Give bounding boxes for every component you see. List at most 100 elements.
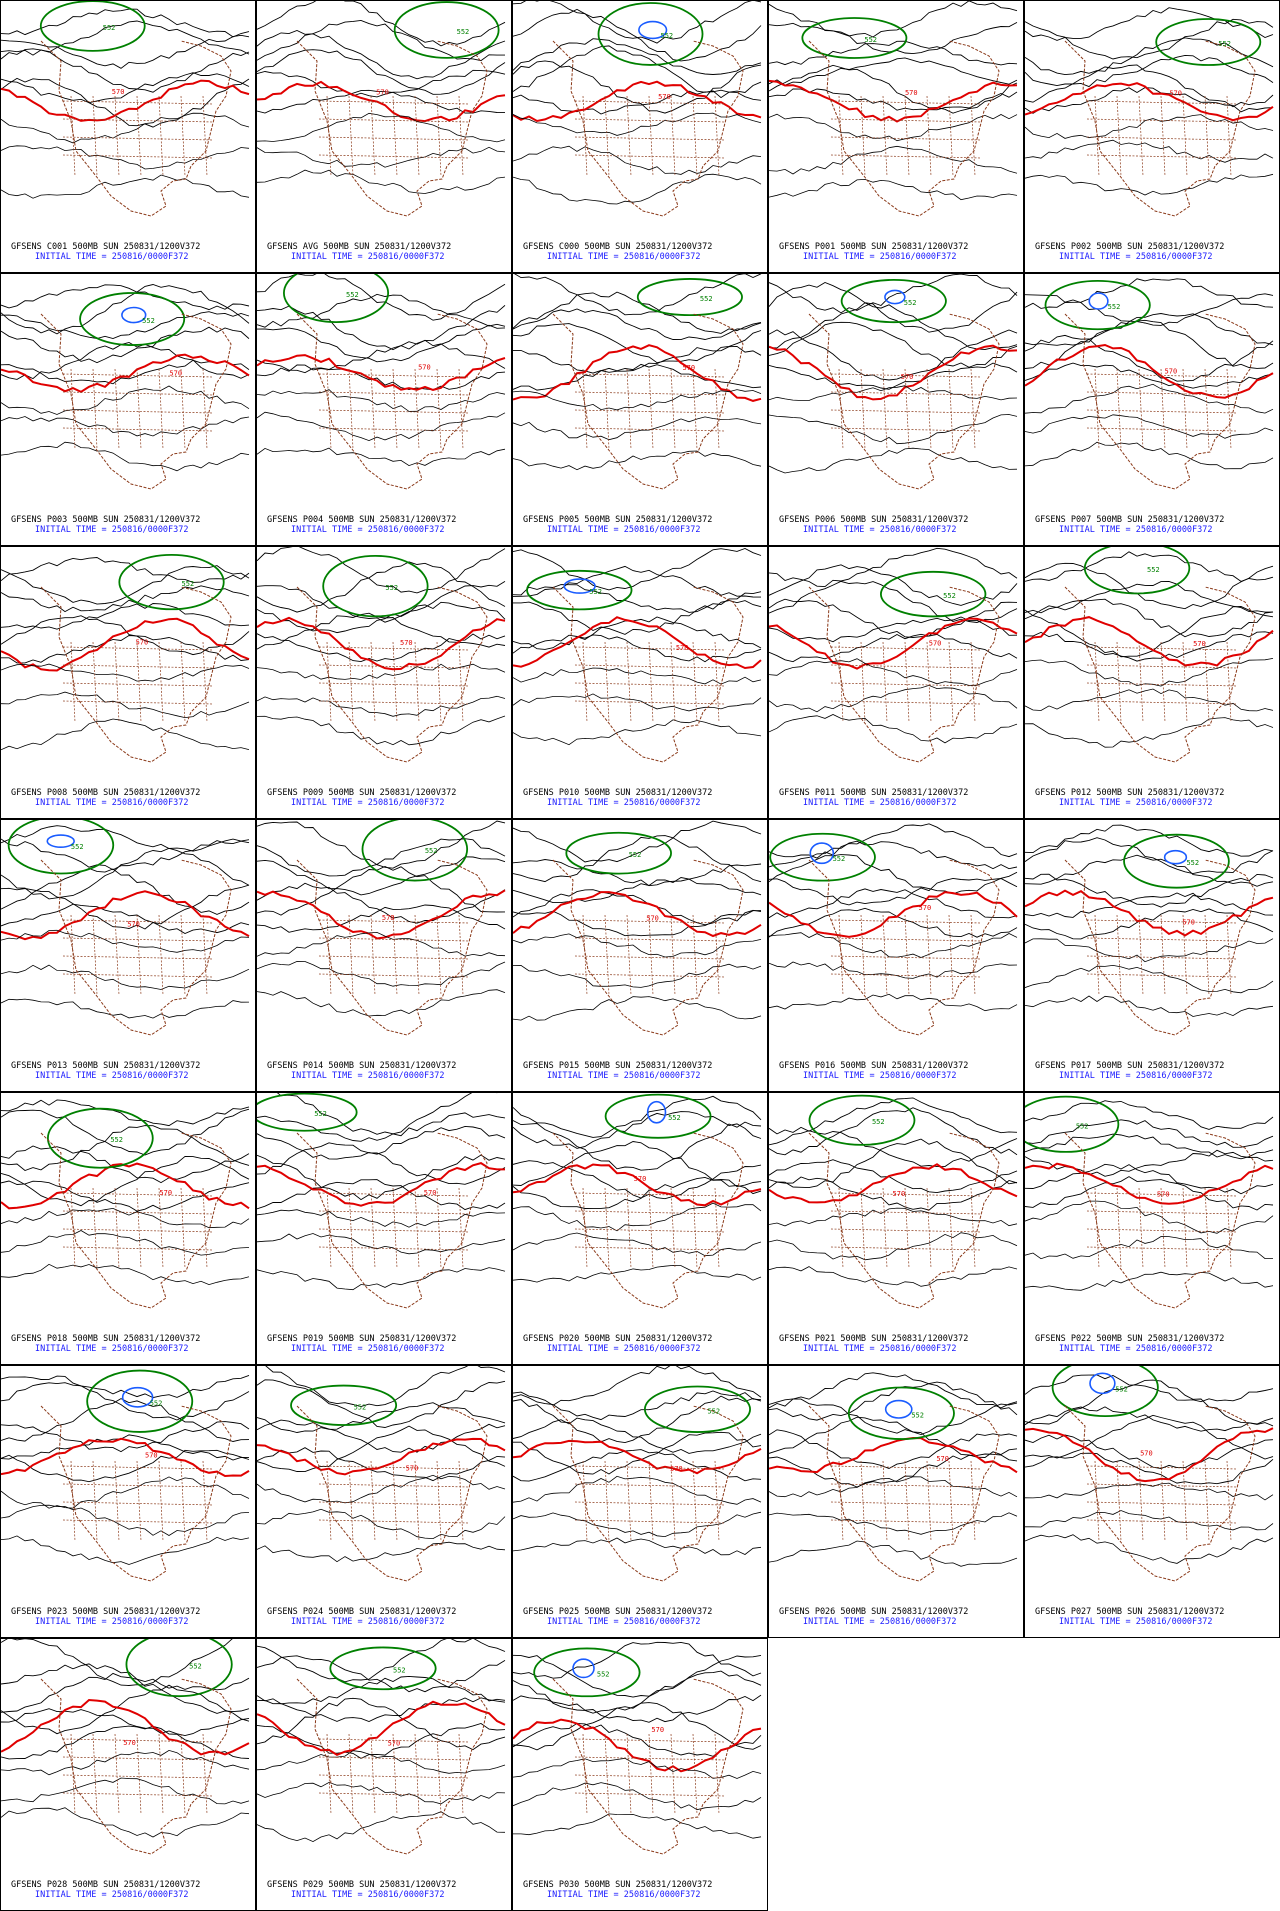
height-contour — [257, 305, 506, 351]
height-contour — [1, 1684, 250, 1735]
contour-570 — [1025, 616, 1274, 667]
contour-570 — [513, 1439, 762, 1475]
contour-552 — [880, 570, 987, 618]
contour-552 — [769, 832, 876, 882]
height-contour — [257, 695, 506, 717]
height-contour — [769, 145, 1018, 175]
contour-552 — [847, 1386, 955, 1440]
state-borders — [574, 95, 726, 177]
height-contour — [769, 321, 1018, 368]
map-panel-p015: 570 552 GFSENS P015 500MB SUN 250831/1200V… — [512, 819, 768, 1092]
height-contour — [257, 112, 506, 143]
state-borders — [318, 368, 470, 450]
height-contour — [1, 1777, 250, 1805]
height-contour — [513, 1722, 762, 1757]
coastline — [808, 313, 1000, 490]
height-contour — [513, 1813, 762, 1839]
height-contour — [1025, 1149, 1274, 1177]
contour-label-570: 570 — [145, 1452, 158, 1460]
panel-initial-time: INITIAL TIME = 250816/0000F372 — [803, 525, 957, 535]
contour-map: 570 552 — [1, 284, 250, 490]
height-contour — [769, 1, 1018, 38]
panel-caption: GFSENS P006 500MB SUN 250831/1200V372 — [779, 515, 969, 525]
coastline — [40, 1678, 232, 1855]
map-panel-c000: 570 552 GFSENS C000 500MB SUN 250831/1200V… — [512, 0, 768, 273]
height-contour — [769, 329, 1018, 381]
contour-map: 570 552 — [1025, 1095, 1274, 1309]
height-contour — [257, 1675, 506, 1705]
height-contour — [1025, 995, 1274, 1017]
coastline — [808, 1405, 1000, 1582]
contour-570 — [1, 1698, 250, 1756]
height-contour — [257, 1697, 506, 1722]
panel-initial-time: INITIAL TIME = 250816/0000F372 — [1059, 1071, 1213, 1081]
height-contour — [513, 308, 762, 341]
height-contour — [513, 89, 762, 115]
height-contour — [769, 178, 1018, 201]
coastline — [40, 313, 232, 490]
height-contour — [257, 146, 506, 168]
contour-552 — [526, 569, 633, 611]
panel-initial-time: INITIAL TIME = 250816/0000F372 — [291, 252, 445, 262]
contour-570 — [1, 1437, 250, 1478]
map-panel-p010: 570 552 GFSENS P010 500MB SUN 250831/1200V… — [512, 546, 768, 819]
contour-label-570: 570 — [1157, 1191, 1170, 1199]
coastline — [552, 313, 744, 490]
height-contour — [769, 22, 1018, 55]
contour-552 — [533, 1647, 641, 1698]
coastline — [1064, 859, 1256, 1036]
height-contour — [1, 635, 250, 664]
height-contour — [769, 274, 1018, 314]
height-contour — [1, 691, 250, 719]
height-contour — [1025, 114, 1274, 139]
panel-caption: GFSENS P012 500MB SUN 250831/1200V372 — [1035, 788, 1225, 798]
contour-570 — [513, 891, 762, 938]
height-contour — [1, 145, 250, 170]
contour-552 — [565, 831, 672, 875]
height-contour — [257, 561, 506, 613]
height-contour — [257, 633, 506, 663]
height-contour — [513, 1160, 762, 1200]
map-panel-p026: 570 552 GFSENS P026 500MB SUN 250831/1200V… — [768, 1365, 1024, 1638]
contour-map: 570 552 — [513, 1641, 762, 1855]
contour-map: 570 552 — [257, 547, 506, 763]
contour-label-552: 552 — [346, 291, 359, 299]
height-contour — [257, 1142, 506, 1185]
map-panel-p007: 570 552 GFSENS P007 500MB SUN 250831/1200V… — [1024, 273, 1280, 546]
panel-initial-time: INITIAL TIME = 250816/0000F372 — [1059, 798, 1213, 808]
contour-570 — [1025, 82, 1274, 122]
contour-label-552: 552 — [872, 1118, 885, 1126]
panel-initial-time: INITIAL TIME = 250816/0000F372 — [1059, 525, 1213, 535]
coastline — [1064, 40, 1256, 217]
height-contour — [1, 48, 250, 93]
contour-label-570: 570 — [1140, 1450, 1153, 1458]
contour-570 — [769, 79, 1018, 123]
height-contour — [1, 998, 250, 1019]
state-borders — [1086, 1187, 1238, 1269]
height-contour — [769, 1381, 1018, 1421]
height-contour — [1, 868, 250, 915]
state-borders — [1086, 368, 1238, 450]
contour-570 — [257, 1700, 506, 1757]
map-panel-p019: 570 552 GFSENS P019 500MB SUN 250831/1200V… — [256, 1092, 512, 1365]
panel-initial-time: INITIAL TIME = 250816/0000F372 — [291, 1617, 445, 1627]
height-contour — [769, 961, 1018, 979]
height-contour — [257, 169, 506, 194]
height-contour — [257, 663, 506, 680]
contour-570 — [1025, 1427, 1274, 1483]
state-borders — [318, 1733, 470, 1815]
contour-570 — [769, 617, 1018, 670]
contour-map: 570 552 — [769, 1, 1018, 217]
height-contour — [1025, 54, 1274, 88]
coastline — [40, 1405, 232, 1582]
height-contour — [1025, 1379, 1274, 1427]
height-contour — [513, 45, 762, 99]
state-borders — [318, 1187, 470, 1269]
contour-label-570: 570 — [658, 93, 671, 101]
map-panel-p025: 570 552 GFSENS P025 500MB SUN 250831/1200V… — [512, 1365, 768, 1638]
height-contour — [513, 1475, 762, 1505]
contour-570 — [513, 344, 762, 402]
height-contour — [513, 667, 762, 685]
height-contour — [1, 557, 250, 583]
contour-label-570: 570 — [382, 914, 395, 922]
